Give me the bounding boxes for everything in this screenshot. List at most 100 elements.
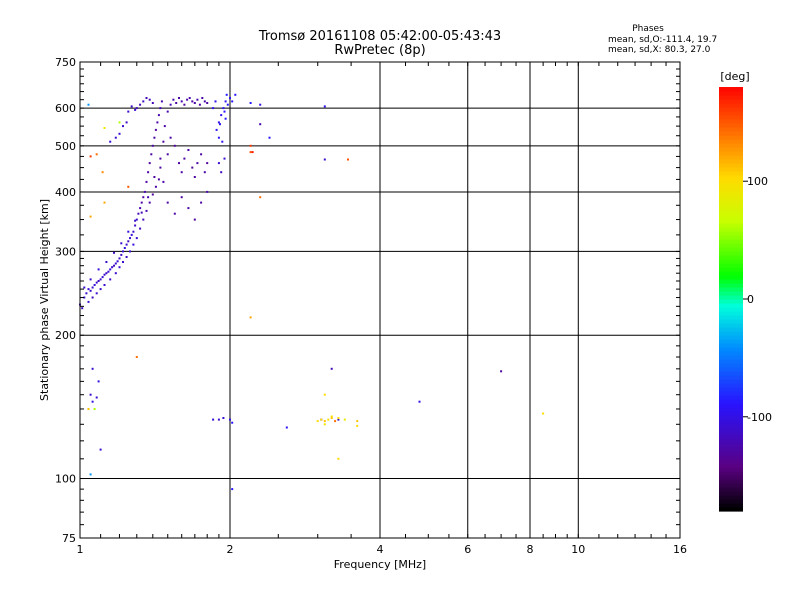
data-point	[217, 162, 220, 165]
colorbar-segment	[719, 459, 743, 464]
data-point	[114, 136, 117, 139]
y-tick-label: 600	[55, 102, 76, 115]
data-point	[101, 171, 104, 174]
data-point	[118, 121, 121, 124]
data-point	[259, 103, 262, 106]
data-point	[127, 110, 130, 113]
data-point	[234, 93, 237, 96]
data-point	[323, 158, 326, 161]
data-point	[323, 105, 326, 108]
data-point	[125, 256, 128, 258]
data-point	[105, 261, 108, 263]
colorbar-segment	[719, 231, 743, 236]
data-point	[229, 418, 231, 421]
colorbar-segment	[719, 167, 743, 172]
data-point	[132, 243, 135, 246]
grid-lines	[80, 62, 680, 538]
data-point	[109, 278, 112, 281]
data-point	[542, 412, 545, 415]
data-point	[135, 356, 138, 358]
data-point	[120, 242, 123, 245]
data-point	[222, 417, 225, 419]
data-point	[203, 171, 206, 174]
colorbar-segment	[719, 199, 743, 204]
data-point	[139, 207, 142, 210]
data-point	[109, 140, 112, 143]
data-point	[337, 418, 340, 421]
colorbar-segment	[719, 103, 743, 108]
y-tick-label: 500	[55, 140, 76, 153]
colorbar-segment	[719, 479, 743, 484]
colorbar-segment	[719, 223, 743, 228]
colorbar-segment	[719, 287, 743, 292]
data-point	[154, 128, 157, 131]
data-point	[206, 102, 209, 104]
x-tick-label: 6	[464, 543, 471, 556]
data-point	[116, 260, 119, 263]
colorbar-segment	[719, 419, 743, 424]
data-point	[214, 100, 217, 103]
data-point	[81, 307, 84, 310]
data-point	[166, 201, 169, 204]
data-point	[186, 98, 189, 101]
colorbar-segment	[719, 195, 743, 200]
data-point	[140, 211, 143, 214]
colorbar-segment	[719, 87, 743, 92]
data-point	[151, 102, 154, 104]
legend-title: Phases	[632, 24, 664, 34]
data-point	[193, 218, 196, 221]
data-point	[142, 196, 145, 199]
data-point	[148, 201, 151, 204]
data-point	[330, 415, 333, 418]
colorbar-segment	[719, 359, 743, 364]
data-point	[87, 103, 90, 106]
data-point	[134, 108, 137, 111]
colorbar-segment	[719, 451, 743, 456]
colorbar-segment	[719, 363, 743, 368]
y-tick-labels: 75 100 200 300 400 500 600 750	[55, 56, 76, 545]
data-point	[172, 98, 175, 101]
colorbar-segment	[719, 495, 743, 500]
x-tick-label: 1	[77, 543, 84, 556]
data-point	[107, 270, 110, 273]
data-point	[157, 114, 160, 117]
colorbar-segment	[719, 467, 743, 472]
colorbar-segment	[719, 175, 743, 180]
colorbar-segment	[719, 395, 743, 400]
data-point	[418, 400, 421, 403]
data-point	[103, 201, 106, 204]
colorbar-segment	[719, 455, 743, 460]
data-point	[215, 128, 218, 131]
data-point	[330, 367, 333, 370]
data-point	[118, 266, 121, 269]
data-point	[147, 196, 150, 199]
colorbar-segment	[719, 387, 743, 392]
data-point	[145, 180, 148, 183]
data-point	[154, 185, 157, 188]
colorbar-segment	[719, 331, 743, 336]
colorbar-segment	[719, 171, 743, 176]
colorbar-segment	[719, 435, 743, 440]
data-point	[91, 400, 94, 403]
data-point	[97, 280, 100, 282]
y-axis-label: Stationary phase Virtual Height [km]	[38, 199, 51, 401]
colorbar-segment	[719, 355, 743, 360]
data-point	[178, 162, 180, 165]
data-point	[231, 421, 234, 424]
data-point	[89, 393, 92, 396]
colorbar-segment	[719, 163, 743, 168]
data-point	[217, 121, 220, 124]
colorbar-segment	[719, 439, 743, 444]
legend-line-x: mean, sd,X: 80.3, 27.0	[608, 45, 711, 55]
data-point	[105, 272, 108, 275]
data-point	[118, 257, 121, 260]
data-point	[99, 278, 102, 281]
data-point	[163, 125, 166, 128]
data-point	[83, 296, 86, 299]
colorbar-segment	[719, 431, 743, 436]
colorbar-segment	[719, 323, 743, 328]
data-point	[89, 215, 92, 218]
colorbar-segment	[719, 203, 743, 208]
data-point	[323, 393, 326, 396]
